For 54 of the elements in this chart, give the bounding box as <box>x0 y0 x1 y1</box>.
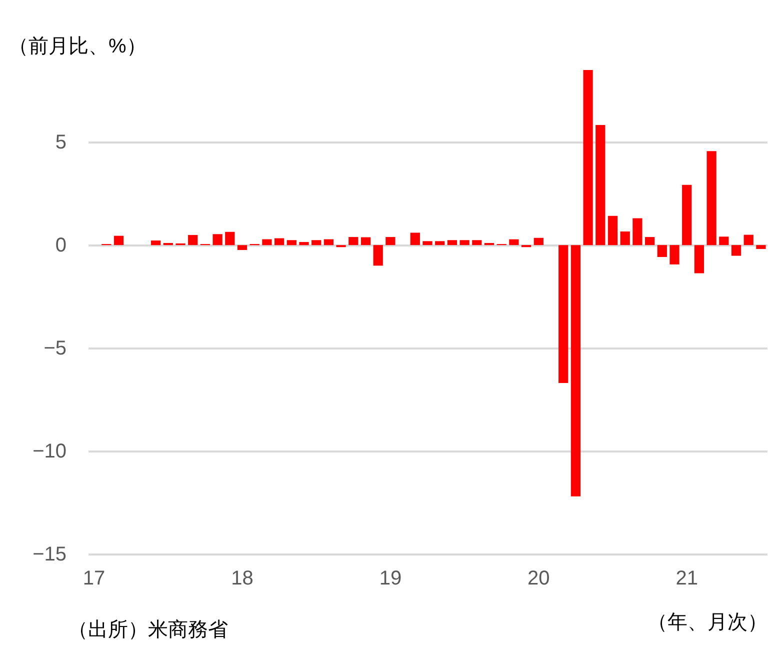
y-tick-label: −10 <box>32 440 66 463</box>
y-tick-label: 5 <box>55 132 66 154</box>
bar <box>262 239 272 246</box>
bar <box>744 234 754 246</box>
bar <box>212 234 222 246</box>
bar <box>558 245 568 384</box>
bar <box>114 236 124 246</box>
bar <box>373 245 383 266</box>
bar <box>299 242 309 246</box>
bar <box>682 184 692 246</box>
bar <box>657 245 667 258</box>
x-tick-label: 18 <box>231 568 254 590</box>
bar <box>150 240 161 246</box>
bar <box>422 241 432 246</box>
bar <box>312 240 322 246</box>
bar <box>694 245 704 274</box>
bar <box>596 124 606 246</box>
bar <box>324 239 334 246</box>
bar <box>534 238 544 246</box>
bar <box>472 240 482 246</box>
bar <box>620 231 630 246</box>
bar <box>644 237 655 246</box>
x-tick-label: 17 <box>82 568 106 590</box>
x-axis-title: （年、月次） <box>648 612 768 634</box>
bar <box>188 234 198 246</box>
bar <box>237 245 248 250</box>
bar <box>731 245 742 256</box>
bar <box>632 218 642 246</box>
bar <box>509 239 519 246</box>
bar <box>460 240 470 246</box>
bar <box>435 241 445 246</box>
bar <box>570 245 581 496</box>
x-tick-label: 20 <box>528 568 550 590</box>
bar <box>274 238 284 246</box>
bar <box>583 70 593 246</box>
y-tick-label: −15 <box>32 544 66 566</box>
bar <box>360 237 371 246</box>
x-tick-label: 19 <box>379 568 402 590</box>
bar <box>670 245 680 264</box>
y-tick-label: −5 <box>44 338 66 360</box>
y-axis-title: （前月比、%） <box>8 36 146 58</box>
bar <box>608 216 618 246</box>
bar <box>447 240 458 246</box>
text: （出所）米商務省 <box>68 619 228 641</box>
y-tick-label: 0 <box>55 234 66 257</box>
bar <box>719 236 729 246</box>
bar <box>225 232 235 246</box>
bar <box>410 232 420 246</box>
bar <box>348 237 358 246</box>
bar <box>706 151 716 246</box>
bar <box>756 245 766 249</box>
bar <box>386 237 396 246</box>
x-tick-label: 21 <box>676 568 698 590</box>
bar <box>286 240 296 246</box>
